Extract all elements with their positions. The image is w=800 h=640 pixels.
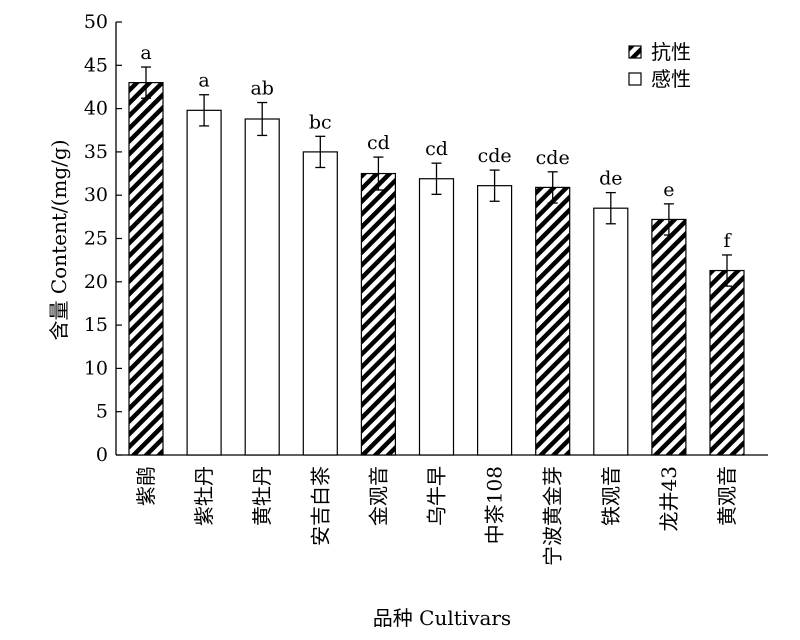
significance-label: ab bbox=[250, 78, 274, 100]
category-label: 金观音 bbox=[366, 466, 390, 526]
bar bbox=[651, 218, 687, 456]
category-label: 紫鹃 bbox=[134, 466, 158, 506]
bar bbox=[186, 109, 222, 456]
bar bbox=[477, 185, 513, 456]
y-tick-label: 20 bbox=[84, 271, 108, 293]
bar bbox=[709, 269, 745, 456]
axes: 0 5 10 15 20 25 30 35 40 45 50 bbox=[84, 11, 768, 466]
legend-swatch bbox=[628, 45, 642, 59]
y-tick-label: 45 bbox=[84, 54, 108, 76]
category-label: 黄观音 bbox=[715, 466, 739, 526]
legend-label: 抗性 bbox=[651, 40, 691, 64]
bar bbox=[535, 186, 571, 456]
y-tick-label: 5 bbox=[96, 401, 108, 423]
bar bbox=[244, 118, 280, 456]
significance-label: de bbox=[599, 168, 622, 190]
legend-swatch bbox=[628, 72, 642, 86]
bar bbox=[302, 151, 338, 456]
category-label: 乌牛早 bbox=[425, 466, 449, 526]
y-tick-label: 10 bbox=[84, 357, 108, 379]
category-label: 紫牡丹 bbox=[192, 466, 216, 526]
y-tick-label: 35 bbox=[84, 141, 108, 163]
x-axis-title: 品种 Cultivars bbox=[373, 606, 511, 630]
y-tick-label: 25 bbox=[84, 228, 108, 250]
significance-label: a bbox=[198, 70, 209, 92]
y-tick-label: 0 bbox=[96, 444, 108, 466]
bars bbox=[128, 66, 745, 456]
legend-label: 感性 bbox=[651, 67, 691, 91]
bar bbox=[128, 82, 164, 456]
significance-label: a bbox=[140, 42, 151, 64]
category-label: 铁观音 bbox=[599, 466, 623, 526]
y-axis-title: 含量 Content/(mg/g) bbox=[47, 139, 71, 340]
bar bbox=[593, 207, 629, 456]
y-tick-label: 50 bbox=[84, 11, 108, 33]
bar bbox=[360, 172, 396, 456]
significance-label: bc bbox=[309, 111, 332, 133]
y-tick-label: 30 bbox=[84, 184, 108, 206]
significance-label: cd bbox=[425, 138, 448, 160]
significance-label: e bbox=[663, 179, 674, 201]
category-label: 中茶108 bbox=[483, 466, 507, 544]
significance-label: cde bbox=[478, 145, 512, 167]
category-label: 安吉白茶 bbox=[308, 466, 332, 546]
category-label: 龙井43 bbox=[657, 466, 681, 531]
y-tick-label: 40 bbox=[84, 98, 108, 120]
significance-label: f bbox=[723, 230, 732, 252]
y-tick-label: 15 bbox=[84, 314, 108, 336]
bar bbox=[418, 178, 455, 456]
significance-label: cde bbox=[536, 147, 570, 169]
category-label: 黄牡丹 bbox=[250, 466, 274, 526]
labels: a 紫鹃 a 紫牡丹 ab 黄牡丹 bc 安吉白茶 cd 金观音 cd 乌牛早 cde 中茶108 cde 宁… bbox=[47, 42, 739, 630]
category-label: 宁波黄金芽 bbox=[541, 466, 565, 566]
significance-label: cd bbox=[367, 132, 390, 154]
